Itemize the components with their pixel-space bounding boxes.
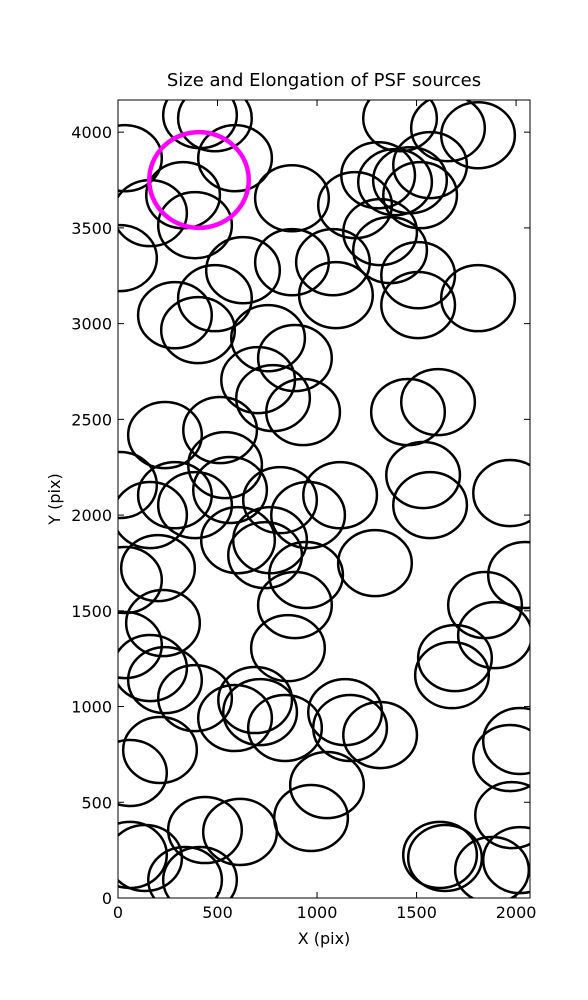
psf-ellipse [439,100,517,170]
psf-ellipse [288,750,366,820]
psf-ellipse [156,663,234,733]
psf-ellipse [201,797,279,867]
y-tick-label: 2000 [71,506,112,525]
psf-ellipse [124,588,202,658]
psf-ellipse [312,693,389,763]
axes-frame [117,99,531,899]
psf-ellipse [340,140,417,210]
psf-ellipse [182,395,259,465]
y-tick-label: 500 [81,793,112,812]
psf-ellipse [481,825,530,895]
psf-ellipse [416,623,494,693]
psf-ellipse [439,263,517,333]
psf-ellipse [119,533,197,603]
psf-ellipse [166,795,244,865]
y-tick-label: 3000 [71,315,112,334]
psf-ellipse [176,100,253,153]
y-tick-label: 0 [102,889,112,908]
psf-ellipse [380,240,457,310]
psf-ellipse [399,367,477,437]
psf-ellipse [118,633,189,703]
psf-ellipse [121,715,199,785]
psf-ellipse [256,570,334,640]
psf-ellipse [294,227,372,297]
y-axis-label: Y (pix) [45,473,64,525]
psf-ellipse [406,823,484,893]
psf-ellipse [222,677,299,747]
psf-ellipse [297,260,375,330]
x-tick-label: 500 [202,903,233,922]
psf-ellipse [336,528,414,598]
x-tick-label: 2000 [496,903,537,922]
psf-ellipse [472,458,530,528]
y-tick-label: 4000 [71,123,112,142]
psf-ellipse [246,693,324,763]
psf-ellipse [241,465,319,535]
psf-ellipse [342,700,419,770]
psf-ellipse [401,820,479,890]
psf-ellipse [392,470,469,540]
psf-ellipse [270,480,347,550]
psf-ellipse [118,738,169,808]
psf-ellipse [230,303,307,373]
psf-ellipse [161,845,239,898]
x-tick-label: 1500 [396,903,437,922]
psf-ellipse [147,845,224,898]
psf-ellipse [217,665,294,735]
psf-ellipse [302,460,379,530]
psf-ellipse [118,610,164,680]
chart-title: Size and Elongation of PSF sources [167,70,481,91]
psf-ellipse [413,640,491,710]
psf-ellipse [380,270,457,340]
psf-ellipse [481,706,530,776]
psf-ellipse [249,613,327,683]
psf-ellipse [204,235,282,305]
psf-ellipse [456,600,530,670]
psf-ellipse [118,480,189,550]
psf-ellipse [118,450,159,520]
psf-ellipse [486,540,530,610]
psf-ellipse [196,123,274,193]
psf-ellipse [409,100,487,163]
psf-ellipse [156,470,234,540]
psf-ellipse [136,460,213,530]
psf-ellipse [191,455,269,525]
y-tick-label: 3500 [71,219,112,238]
x-tick-label: 0 [113,903,123,922]
psf-ellipse [196,683,274,753]
psf-ellipse [159,295,237,365]
psf-ellipse [256,323,334,393]
psf-ellipse [156,190,234,260]
psf-ellipse [361,100,439,153]
x-tick-label: 1000 [297,903,338,922]
psf-ellipse [253,163,331,233]
psf-ellipse [265,377,342,447]
highlight-ellipse [146,129,252,231]
psf-ellipse [126,400,204,470]
psf-ellipse [371,145,449,215]
psf-ellipse [176,263,254,333]
psf-ellipse [474,780,530,850]
y-tick-label: 1000 [71,698,112,717]
psf-ellipse [385,440,462,510]
y-tick-label: 1500 [71,602,112,621]
psf-ellipse [392,130,469,200]
y-tick-label: 2500 [71,410,112,429]
psf-ellipse [199,505,277,575]
psf-ellipse [472,723,530,793]
psf-ellipse [126,645,204,715]
psf-ellipse [118,223,159,293]
psf-ellipse [118,823,184,893]
x-axis-label: X (pix) [298,929,351,948]
psf-ellipse [382,160,459,230]
plot-area [118,100,530,898]
psf-ellipse [136,280,213,350]
psf-ellipse [118,123,164,193]
psf-ellipse [268,540,345,610]
